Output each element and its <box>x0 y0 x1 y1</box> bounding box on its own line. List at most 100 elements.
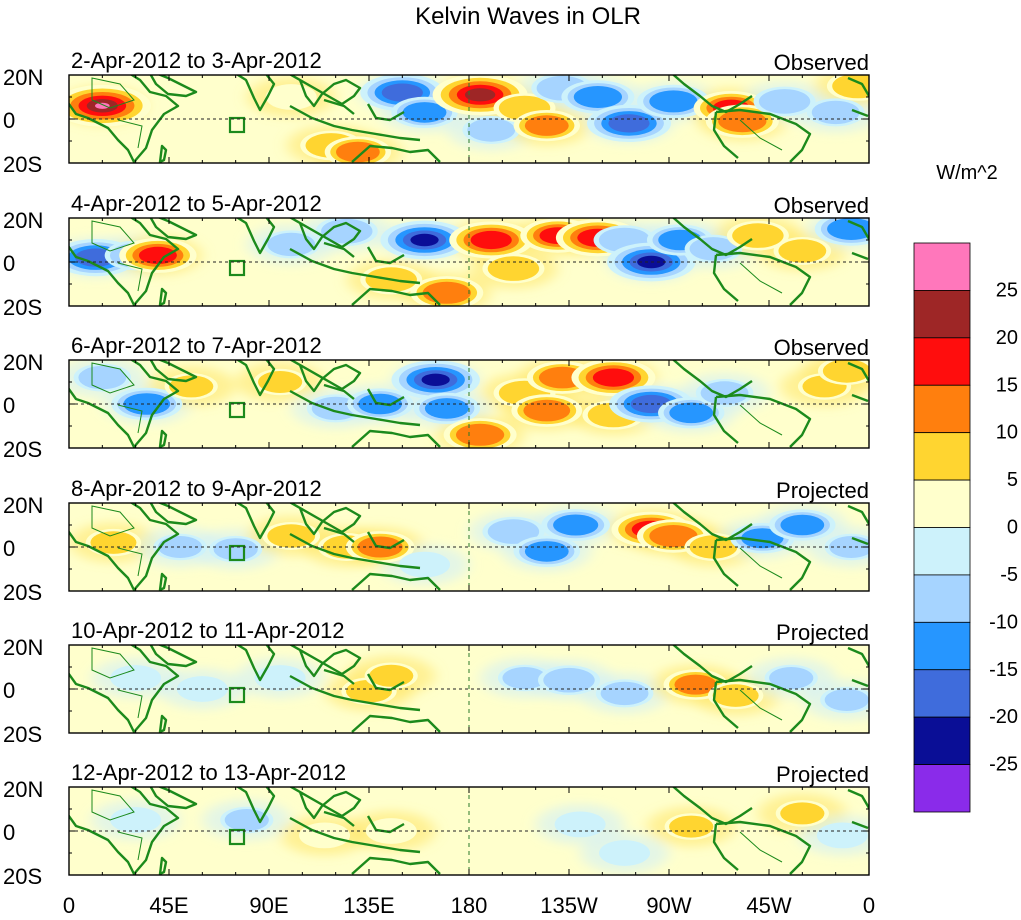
anomaly-cell-6-band-1 <box>599 840 651 866</box>
colorbar-swatch <box>913 384 971 434</box>
panel-period: 8-Apr-2012 to 9-Apr-2012 <box>71 476 322 501</box>
anomaly-cell-4-band-3 <box>335 141 380 163</box>
anomaly-cell-1-band-6 <box>95 102 110 109</box>
anomaly-cell-9-band-3 <box>524 541 569 562</box>
lat-label: 20S <box>3 580 42 605</box>
anomaly-cell-14-band-3 <box>649 90 698 113</box>
anomaly-cell-8-band-2 <box>487 519 540 544</box>
anomaly-cell-13-band-4 <box>608 114 650 133</box>
lon-label: 180 <box>451 893 488 918</box>
anomaly-cell-5-band-2 <box>369 664 414 687</box>
anomaly-cell-9-band-3 <box>674 674 717 695</box>
colorbar-label: 0 <box>1007 517 1018 539</box>
panel-status: Observed <box>774 50 869 75</box>
colorbar-label: -10 <box>989 611 1018 633</box>
anomaly-cell-1-band-2 <box>78 365 127 390</box>
anomaly-cell-10-band-3 <box>524 115 569 136</box>
lat-label: 20S <box>3 722 42 747</box>
anomaly-cell-12-band-2 <box>824 689 869 711</box>
anomaly-cell-9-band-3 <box>456 423 505 446</box>
x-axis: 0 45E 90E 135E 180 135W 90W 45W 0 <box>63 893 875 918</box>
anomaly-cell-1-band-2 <box>90 531 137 554</box>
colorbar-label: -15 <box>989 659 1018 681</box>
anomaly-cell-4-band-2 <box>258 371 303 393</box>
colorbar-unit: W/m^2 <box>936 162 998 184</box>
anomaly-cell-5-band-1 <box>554 811 606 838</box>
anomaly-cell-3-band-1 <box>254 665 306 691</box>
colorbar-label: 5 <box>1007 469 1018 491</box>
anomaly-cell-8-band-2 <box>780 802 825 825</box>
anomaly-cell-8-band-3 <box>424 398 469 419</box>
lat-label: 20N <box>3 65 43 90</box>
anomaly-cell-7-band-5 <box>421 373 450 386</box>
anomaly-cell-15-band-3 <box>780 514 825 536</box>
anomaly-field <box>69 503 869 591</box>
colorbar-swatch <box>913 290 971 339</box>
chart-title: Kelvin Waves in OLR <box>415 3 641 30</box>
anomaly-cell-10-band-3 <box>553 514 599 536</box>
panel-period: 4-Apr-2012 to 5-Apr-2012 <box>71 191 322 216</box>
anomaly-cell-2-band-2 <box>224 809 269 831</box>
lon-label: 0 <box>863 893 875 918</box>
anomaly-cell-11-band-2 <box>769 667 814 689</box>
anomaly-cell-3-band-4 <box>138 246 177 264</box>
anomaly-cell-6-band-3 <box>402 102 447 123</box>
anomaly-cell-8-band-2 <box>467 118 516 142</box>
panel-status: Observed <box>774 335 869 360</box>
lat-label: 20N <box>3 493 43 518</box>
anomaly-cell-17-band-2 <box>758 89 811 114</box>
anomaly-cell-19-band-2 <box>832 75 869 99</box>
colorbar-swatch <box>913 337 971 386</box>
anomaly-cell-18-band-2 <box>778 239 827 263</box>
anomaly-field <box>69 75 869 163</box>
panel-status: Projected <box>776 762 869 787</box>
anomaly-field <box>69 645 869 733</box>
panel-status: Projected <box>776 620 869 645</box>
lat-label: 20S <box>3 864 42 889</box>
anomaly-cell-1-band-1 <box>110 807 162 833</box>
anomaly-cell-12-band-3 <box>573 86 622 108</box>
colorbar-swatch <box>913 242 971 291</box>
anomaly-cell-6-band-2 <box>502 667 547 689</box>
lon-label: 90E <box>249 893 288 918</box>
lon-label: 135W <box>540 893 598 918</box>
anomaly-cell-10-band-2 <box>487 256 540 281</box>
anomaly-cell-7-band-2 <box>669 815 714 838</box>
anomaly-cell-19-band-2 <box>822 360 869 383</box>
anomaly-cell-17-band-2 <box>732 223 784 248</box>
lat-label: 20N <box>3 350 43 375</box>
colorbar-label: 25 <box>996 279 1018 301</box>
lon-label: 45E <box>149 893 188 918</box>
anomaly-cell-7-band-2 <box>543 667 595 693</box>
colorbar: W/m^2 25 20 15 10 5 0 -5 -10 -15 -20 -25 <box>913 162 1018 813</box>
lat-label: 20S <box>3 295 42 320</box>
lat-label: 20N <box>3 208 43 233</box>
panel-period: 2-Apr-2012 to 3-Apr-2012 <box>71 48 322 73</box>
anomaly-cell-17-band-2 <box>700 381 749 405</box>
anomaly-cell-12-band-3 <box>649 525 698 547</box>
lat-label: 0 <box>3 820 15 845</box>
colorbar-swatch <box>913 527 971 576</box>
lon-label: 45W <box>746 893 791 918</box>
anomaly-cell-10-band-2 <box>712 684 759 707</box>
lat-label: 20N <box>3 635 43 660</box>
panel-3: 20N 0 20S 6-Apr-2012 to 7-Apr-2012 Observed <box>3 333 870 462</box>
anomaly-cell-8-band-3 <box>422 281 471 304</box>
panel-6: 20N 0 20S 12-Apr-2012 to 13-Apr-2012 Project… <box>3 760 870 889</box>
lat-label: 0 <box>3 108 15 133</box>
anomaly-cell-11-band-3 <box>523 399 571 422</box>
panel-4: 20N 0 20S 8-Apr-2012 to 9-Apr-2012 Projected <box>3 476 870 605</box>
anomaly-cell-13-band-4 <box>592 368 635 387</box>
lat-label: 0 <box>3 536 15 561</box>
anomaly-cell-4-band-2 <box>267 232 316 257</box>
colorbar-swatch <box>913 621 971 671</box>
anomaly-cell-16-band-3 <box>718 110 767 133</box>
colorbar-label: -5 <box>1000 564 1018 586</box>
colorbar-swatch <box>913 432 971 481</box>
panel-period: 6-Apr-2012 to 7-Apr-2012 <box>71 333 322 358</box>
panel-status: Observed <box>774 193 869 218</box>
anomaly-cell-8-band-2 <box>600 681 649 706</box>
colorbar-label: 10 <box>996 422 1018 444</box>
anomaly-cell-7-band-1 <box>399 551 451 578</box>
lon-label: 135E <box>343 893 394 918</box>
